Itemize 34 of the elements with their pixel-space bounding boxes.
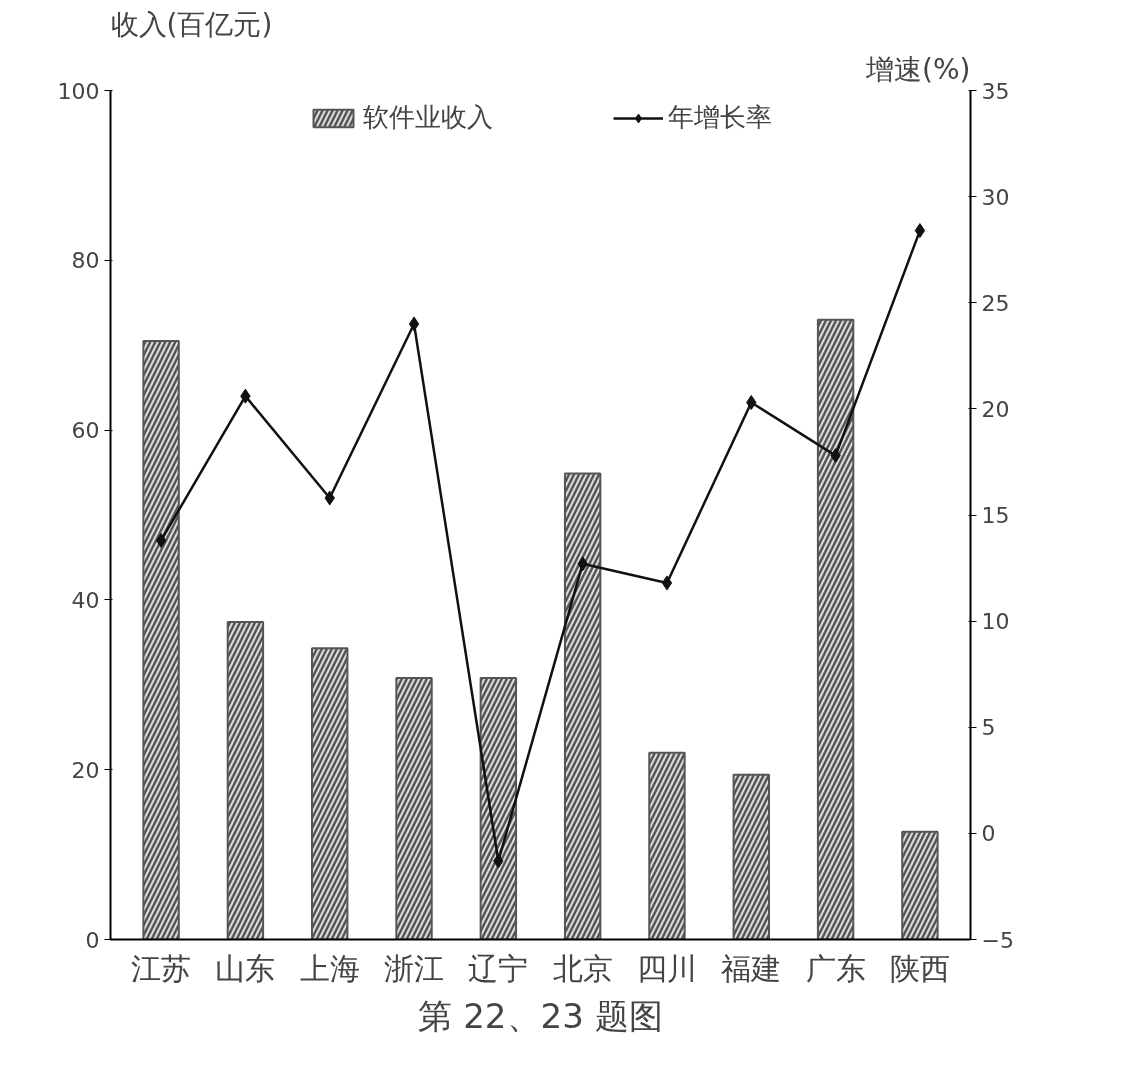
y-tick-label: 60 [71, 418, 100, 444]
y-tick-label: 80 [71, 248, 100, 274]
x-tick-label: 上海 [299, 950, 360, 986]
x-tick-label: 四川 [636, 950, 697, 986]
y2-tick-label: 10 [981, 609, 1010, 635]
y2-tick-label: 30 [981, 184, 1010, 210]
y2-tick-label: −5 [981, 927, 1014, 953]
y2-tick-label: 15 [981, 503, 1010, 528]
y2-tick-label: 0 [981, 821, 996, 847]
x-tick-label: 江苏 [131, 950, 192, 986]
y2-axis-title: 增速(%) [865, 52, 971, 86]
y-tick-label: 100 [57, 78, 100, 104]
point [408, 316, 420, 332]
point [661, 575, 673, 591]
x-tick-label: 北京 [552, 950, 613, 986]
y2-tick-label: 20 [981, 396, 1010, 422]
y2-tick-label: 5 [981, 715, 996, 741]
x-tick-label: 陕西 [889, 950, 950, 986]
legend-label: 软件业收入 [363, 101, 493, 134]
x-tick-label: 浙江 [384, 950, 445, 986]
x-tick-label: 广东 [805, 950, 866, 986]
y-tick-label: 20 [71, 757, 100, 783]
y-tick-label: 0 [85, 927, 100, 953]
text: 第 22、23 题图 [418, 995, 663, 1036]
point [914, 223, 926, 239]
legend-label: 年增长率 [668, 101, 772, 134]
y2-tick-label: 25 [981, 290, 1010, 316]
y-axis-title: 收入(百亿元) [110, 7, 273, 41]
x-tick-label: 福建 [721, 950, 782, 986]
point [155, 532, 167, 548]
x-tick-label: 辽宁 [468, 950, 529, 986]
y-tick-label: 40 [71, 587, 100, 613]
y2-tick-label: 35 [981, 78, 1010, 104]
x-tick-label: 山东 [215, 950, 276, 986]
